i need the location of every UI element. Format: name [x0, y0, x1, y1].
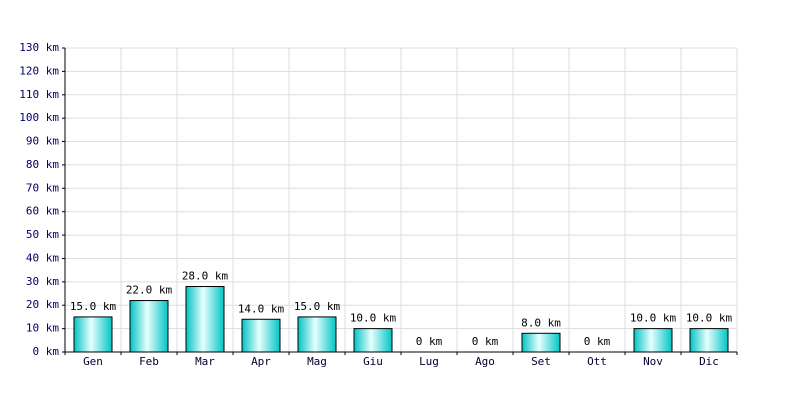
value-label: 28.0 km [182, 270, 229, 283]
value-label: 0 km [416, 335, 443, 348]
x-tick-label: Set [531, 355, 551, 368]
x-tick-label: Apr [251, 355, 271, 368]
x-tick-label: Giu [363, 355, 383, 368]
y-tick-label: 130 km [19, 41, 59, 54]
y-tick-label: 60 km [26, 205, 59, 218]
y-tick-label: 110 km [19, 88, 59, 101]
value-label: 10.0 km [350, 312, 397, 325]
y-tick-label: 0 km [33, 345, 60, 358]
bar [633, 328, 673, 353]
bar [521, 332, 561, 353]
value-label: 8.0 km [521, 316, 561, 329]
value-label: 0 km [584, 335, 611, 348]
y-tick-label: 70 km [26, 181, 59, 194]
y-tick-label: 100 km [19, 111, 59, 124]
y-tick-label: 10 km [26, 322, 59, 335]
bar [689, 328, 729, 353]
y-tick-label: 40 km [26, 251, 59, 264]
y-tick-label: 120 km [19, 64, 59, 77]
y-tick-label: 80 km [26, 158, 59, 171]
y-tick-label: 50 km [26, 228, 59, 241]
bar [353, 328, 393, 353]
x-tick-label: Ott [587, 355, 607, 368]
bar [129, 300, 169, 353]
value-label: 0 km [472, 335, 499, 348]
bar [297, 316, 337, 353]
y-tick-label: 90 km [26, 135, 59, 148]
y-tick-label: 30 km [26, 275, 59, 288]
x-tick-label: Dic [699, 355, 719, 368]
value-label: 15.0 km [70, 300, 117, 313]
x-tick-label: Nov [643, 355, 663, 368]
x-tick-label: Feb [139, 355, 159, 368]
x-tick-label: Ago [475, 355, 495, 368]
value-label: 14.0 km [238, 302, 285, 315]
value-label: 22.0 km [126, 284, 173, 297]
bar [185, 286, 225, 353]
value-label: 10.0 km [686, 312, 733, 325]
x-tick-label: Mag [307, 355, 327, 368]
x-tick-label: Gen [83, 355, 103, 368]
bar [241, 318, 281, 353]
value-label: 10.0 km [630, 312, 677, 325]
value-label: 15.0 km [294, 300, 341, 313]
y-tick-label: 20 km [26, 298, 59, 311]
x-tick-label: Mar [195, 355, 215, 368]
bar [73, 316, 113, 353]
x-tick-label: Lug [419, 355, 439, 368]
